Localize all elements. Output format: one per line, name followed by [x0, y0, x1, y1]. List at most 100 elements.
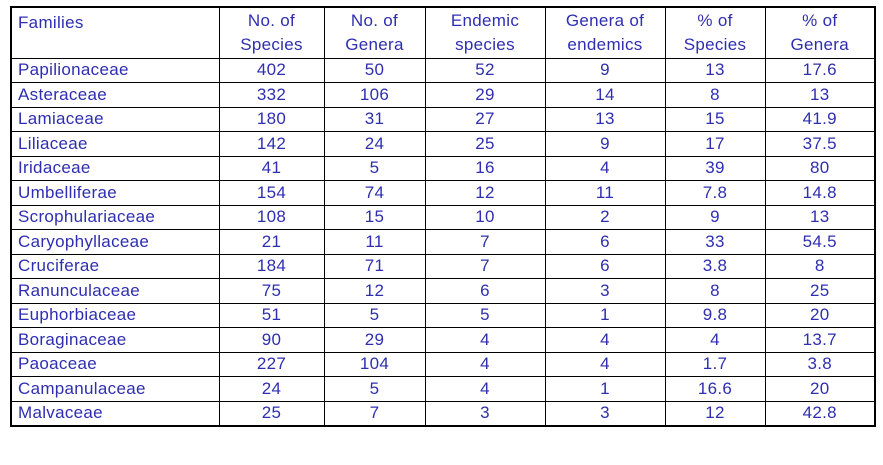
- families-endemics-table: Families No. of Species No. of Genera En…: [10, 6, 876, 427]
- cell-value: 80: [764, 155, 876, 182]
- table-row: Ranunculaceae 75 12 6 3 8 25: [10, 278, 876, 304]
- table-row: Scrophulariaceae 108 15 10 2 9 13: [10, 204, 876, 231]
- cell-value: 37.5: [764, 131, 876, 157]
- cell-value: 4: [544, 155, 666, 182]
- cell-value: 2: [544, 204, 666, 231]
- cell-value: 29: [323, 327, 426, 353]
- col-header-no-of-species: No. of Species: [218, 6, 325, 59]
- cell-value: 21: [218, 229, 325, 255]
- table-row: Papilionaceae 402 50 52 9 13 17.6: [10, 57, 876, 84]
- col-header-pct-of-genera: % of Genera: [764, 6, 876, 59]
- cell-family-name: Papilionaceae: [10, 57, 220, 84]
- header-line: endemics: [567, 34, 643, 54]
- cell-family-name: Asteraceae: [10, 82, 220, 108]
- cell-value: 16.6: [664, 376, 766, 402]
- cell-value: 51: [218, 302, 325, 329]
- header-row: Families No. of Species No. of Genera En…: [10, 6, 876, 59]
- cell-value: 4: [424, 376, 546, 402]
- cell-value: 71: [323, 253, 426, 280]
- cell-value: 142: [218, 131, 325, 157]
- cell-value: 24: [323, 131, 426, 157]
- cell-value: 227: [218, 351, 325, 378]
- cell-family-name: Paoaceae: [10, 351, 220, 378]
- cell-family-name: Ranunculaceae: [10, 278, 220, 304]
- table-row: Cruciferae 184 71 7 6 3.8 8: [10, 253, 876, 280]
- cell-value: 10: [424, 204, 546, 231]
- cell-value: 74: [323, 180, 426, 206]
- header-line: Species: [240, 34, 303, 54]
- cell-value: 5: [424, 302, 546, 329]
- cell-family-name: Caryophyllaceae: [10, 229, 220, 255]
- cell-value: 4: [424, 327, 546, 353]
- header-line: Endemic: [450, 11, 520, 30]
- table-body: Papilionaceae 402 50 52 9 13 17.6 Asteraceae 332…: [10, 57, 876, 427]
- cell-family-name: Scrophulariaceae: [10, 204, 220, 231]
- table-row: Malvaceae 25 7 3 3 12 42.8: [10, 400, 876, 427]
- cell-value: 8: [764, 253, 876, 280]
- header-line: Genera: [345, 34, 404, 54]
- cell-value: 1: [544, 376, 666, 402]
- table-row: Boraginaceae 90 29 4 4 4 13.7: [10, 327, 876, 353]
- cell-family-name: Euphorbiaceae: [10, 302, 220, 329]
- cell-value: 5: [323, 302, 426, 329]
- cell-value: 13: [764, 82, 876, 108]
- cell-value: 402: [218, 57, 325, 84]
- cell-value: 20: [764, 302, 876, 329]
- cell-value: 13: [664, 57, 766, 84]
- cell-value: 106: [323, 82, 426, 108]
- cell-family-name: Umbelliferae: [10, 180, 220, 206]
- col-header-endemic-species: Endemic species: [424, 6, 546, 59]
- cell-value: 3: [544, 278, 666, 304]
- cell-value: 4: [424, 351, 546, 378]
- cell-value: 9: [664, 204, 766, 231]
- cell-value: 25: [764, 278, 876, 304]
- header-line: % of: [697, 11, 733, 30]
- cell-value: 8: [664, 82, 766, 108]
- cell-family-name: Boraginaceae: [10, 327, 220, 353]
- cell-value: 6: [544, 229, 666, 255]
- cell-value: 9: [544, 57, 666, 84]
- cell-value: 1.7: [664, 351, 766, 378]
- col-header-genera-of-endemics: Genera of endemics: [544, 6, 666, 59]
- cell-value: 104: [323, 351, 426, 378]
- col-header-families: Families: [10, 6, 220, 59]
- cell-value: 29: [424, 82, 546, 108]
- cell-value: 12: [664, 400, 766, 427]
- cell-value: 14.8: [764, 180, 876, 206]
- header-line: % of: [802, 11, 838, 30]
- cell-value: 3: [544, 400, 666, 427]
- cell-value: 27: [424, 106, 546, 133]
- header-line: species: [455, 34, 515, 54]
- cell-value: 75: [218, 278, 325, 304]
- cell-value: 1: [544, 302, 666, 329]
- col-header-no-of-genera: No. of Genera: [323, 6, 426, 59]
- table-row: Asteraceae 332 106 29 14 8 13: [10, 82, 876, 108]
- cell-value: 11: [323, 229, 426, 255]
- header-line: Families: [18, 13, 84, 32]
- table-row: Lamiaceae 180 31 27 13 15 41.9: [10, 106, 876, 133]
- cell-value: 6: [424, 278, 546, 304]
- cell-value: 6: [544, 253, 666, 280]
- cell-value: 8: [664, 278, 766, 304]
- cell-value: 12: [424, 180, 546, 206]
- cell-family-name: Liliaceae: [10, 131, 220, 157]
- cell-value: 3.8: [764, 351, 876, 378]
- cell-value: 14: [544, 82, 666, 108]
- cell-family-name: Malvaceae: [10, 400, 220, 427]
- cell-value: 13: [544, 106, 666, 133]
- cell-value: 17: [664, 131, 766, 157]
- table-row: Liliaceae 142 24 25 9 17 37.5: [10, 131, 876, 157]
- cell-value: 50: [323, 57, 426, 84]
- cell-value: 180: [218, 106, 325, 133]
- cell-value: 15: [323, 204, 426, 231]
- cell-value: 15: [664, 106, 766, 133]
- header-line: Genera: [790, 34, 849, 54]
- cell-value: 5: [323, 155, 426, 182]
- cell-value: 11: [544, 180, 666, 206]
- cell-value: 4: [544, 351, 666, 378]
- cell-value: 41.9: [764, 106, 876, 133]
- header-line: No. of: [350, 11, 399, 30]
- cell-value: 25: [424, 131, 546, 157]
- cell-value: 54.5: [764, 229, 876, 255]
- cell-value: 7: [424, 229, 546, 255]
